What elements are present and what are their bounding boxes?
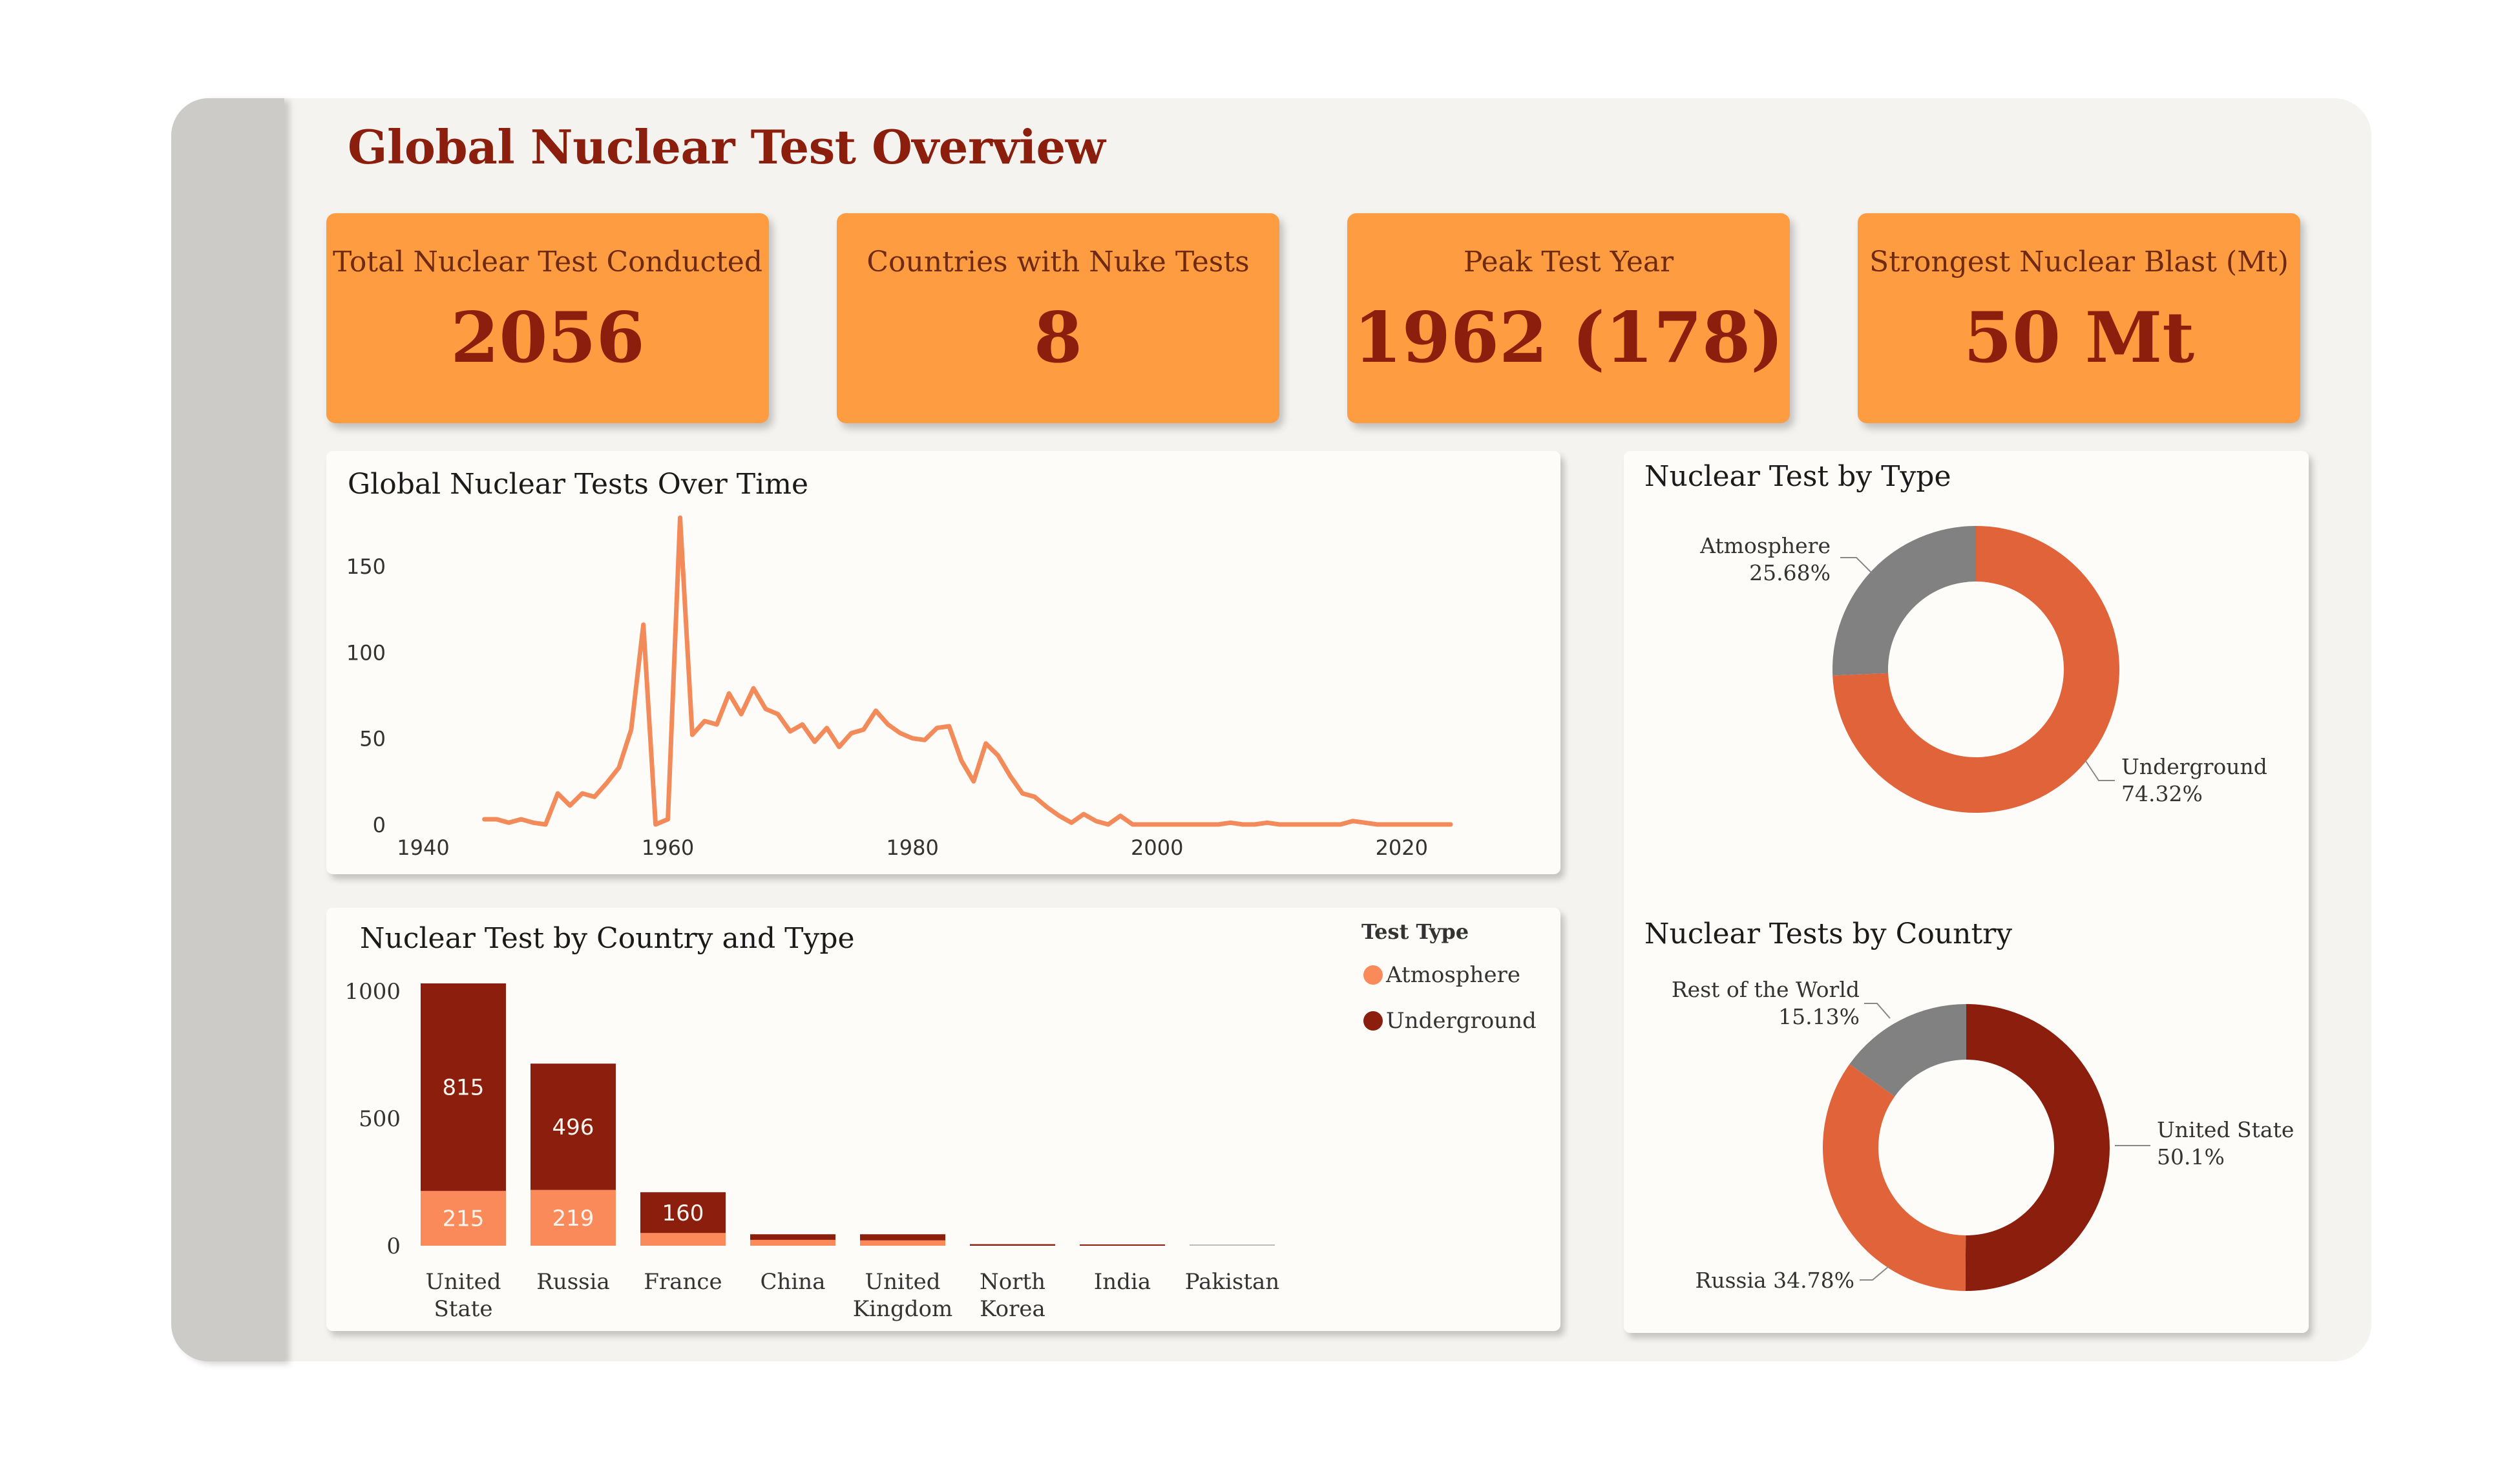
x-category-label: United [426,1269,501,1295]
y-tick-label: 0 [386,1233,401,1259]
donut-slice [1832,526,2119,813]
chart-title: Nuclear Test by Type [1644,460,1951,493]
slice-label: Russia 34.78% [1695,1268,1854,1293]
data-label: 160 [662,1200,704,1226]
data-label: 815 [443,1075,485,1101]
data-label: 496 [552,1115,594,1140]
bar-underground [860,1234,945,1241]
kpi-value: 8 [1033,297,1083,379]
slice-label: Underground [2121,754,2267,779]
kpi-value: 50 Mt [1963,297,2195,379]
x-category-label: United [865,1269,941,1295]
y-tick-label: 100 [346,640,386,665]
bar-underground [530,1064,616,1190]
bar-chart: 05001000215815UnitedState219496Russia160… [344,919,1537,1322]
x-tick-label: 1960 [642,835,694,860]
x-category-label: China [761,1269,826,1295]
donut-slice [1849,1004,1966,1096]
x-category-label: Russia [536,1269,610,1295]
chart-title: Nuclear Tests by Country [1644,917,2013,950]
x-category-label: State [434,1296,492,1322]
leader-line [1860,1266,1889,1281]
x-category-label: Korea [980,1296,1045,1322]
data-label: 215 [443,1206,485,1232]
legend-label-underground: Underground [1386,1008,1537,1034]
slice-value-label: 74.32% [2121,781,2203,806]
slice-label: United State [2157,1117,2294,1142]
x-tick-label: 2020 [1376,835,1428,860]
chart-title: Nuclear Test by Country and Type [360,922,855,955]
bar-underground [750,1234,835,1240]
kpi-label: Countries with Nuke Tests [866,246,1250,278]
donut-slice [1965,1004,2110,1291]
bar-underground [1190,1244,1275,1246]
y-tick-label: 500 [359,1106,401,1132]
leader-line [2085,760,2115,781]
slice-label: Atmosphere [1699,533,1831,558]
x-category-label: India [1094,1269,1151,1295]
x-tick-label: 1940 [397,835,449,860]
kpi-card-countries: Countries with Nuke Tests 8 [837,213,1279,423]
kpi-card-strongest-blast: Strongest Nuclear Blast (Mt) 50 Mt [1858,213,2300,423]
series-line [482,515,1453,827]
x-tick-label: 1980 [886,835,938,860]
legend-marker-underground [1363,1011,1383,1031]
kpi-card-total-tests: Total Nuclear Test Conducted 2056 [326,213,769,423]
bar-chart-card: Nuclear Test by Country and Type 0 500 100… [326,908,1560,1331]
chart-title: Global Nuclear Tests Over Time [348,468,808,501]
y-tick-label: 50 [359,727,386,751]
x-category-label: Pakistan [1185,1269,1279,1295]
line-chart: 0 50 100 150 1940 1960 1980 2000 2020 [346,515,1453,860]
kpi-label: Total Nuclear Test Conducted [333,246,762,278]
y-tick-label: 150 [346,554,386,579]
y-tick-label: 1000 [344,979,401,1005]
leader-line [1840,557,1873,574]
bar-atmosphere [750,1239,835,1246]
kpi-label: Peak Test Year [1463,246,1674,278]
legend-title: Test Type [1361,919,1469,944]
legend-label-atmosphere: Atmosphere [1385,962,1520,988]
slice-value-label: 50.1% [2157,1144,2225,1169]
x-category-label: France [644,1269,722,1295]
x-category-label: North [980,1269,1045,1295]
x-category-label: Kingdom [853,1296,952,1322]
kpi-label: Strongest Nuclear Blast (Mt) [1869,246,2289,278]
bar-underground [1080,1244,1165,1246]
legend-marker-atmosphere [1363,965,1383,985]
page-title: Global Nuclear Test Overview [348,120,1106,174]
slice-value-label: 25.68% [1749,560,1831,585]
data-label: 219 [552,1206,594,1232]
bar-atmosphere [530,1190,616,1246]
bar-atmosphere [860,1240,945,1246]
donut-charts-card: Nuclear Test by Type Nuclear Tests by Co… [1624,451,2309,1333]
kpi-value: 2056 [450,297,645,379]
kpi-card-peak-year: Peak Test Year 1962 (178) [1347,213,1790,423]
bar-atmosphere [421,1191,506,1246]
donut-slice [1832,526,1976,676]
line-chart-card: Global Nuclear Tests Over Time 0 50 100 150… [326,451,1560,874]
x-tick-label: 2000 [1131,835,1183,860]
slice-value-label: 15.13% [1778,1004,1860,1029]
y-tick-label: 0 [373,813,386,837]
sidebar-strip [171,98,284,1361]
donut-slice [1823,1064,1966,1291]
bar-underground [640,1192,726,1233]
bar-underground [421,983,506,1191]
slice-label: Rest of the World [1672,977,1860,1002]
leader-line [1864,1003,1891,1019]
kpi-value: 1962 (178) [1353,297,1784,379]
bar-underground [970,1244,1055,1246]
bar-atmosphere [640,1233,726,1246]
